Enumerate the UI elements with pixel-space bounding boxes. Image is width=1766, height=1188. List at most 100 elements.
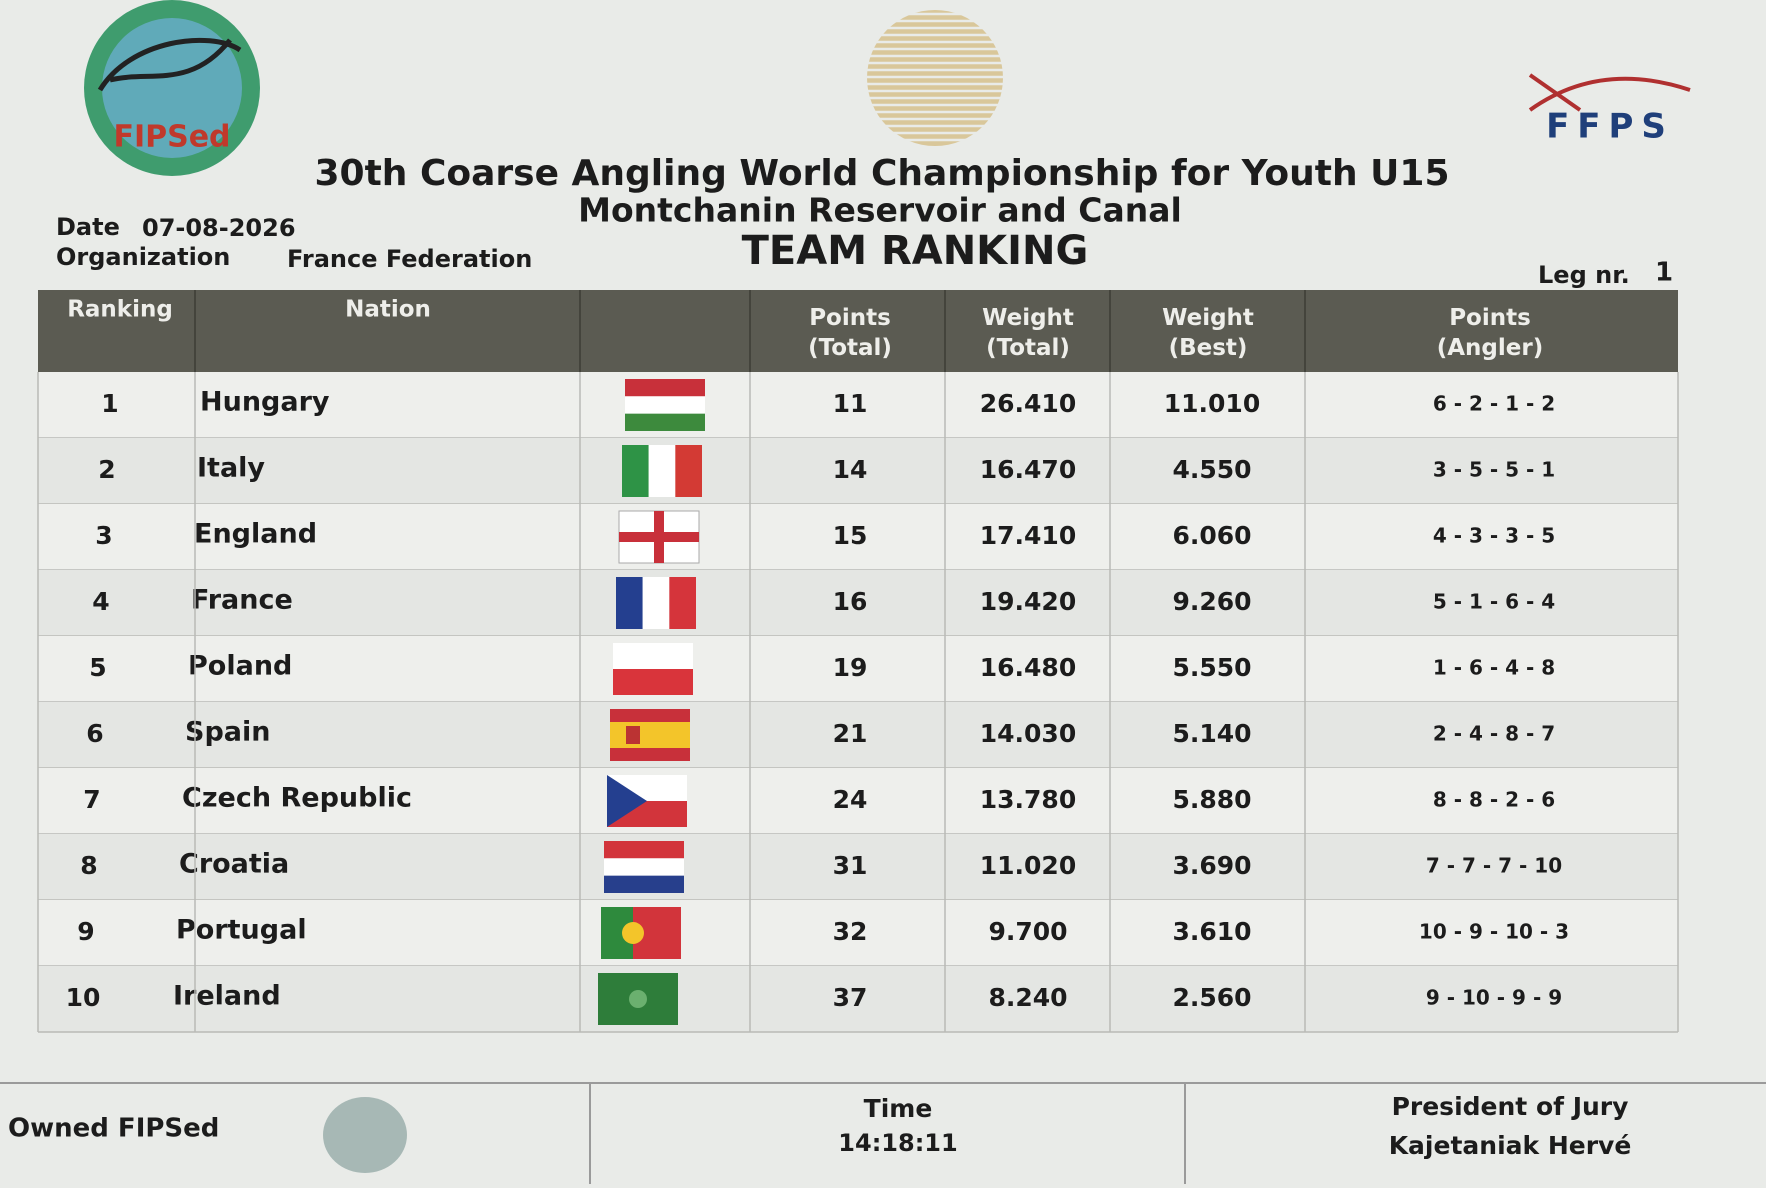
flag-stripe: [610, 722, 690, 748]
fipsed-logo: FIPSed: [84, 0, 260, 176]
points-total: 31: [833, 851, 868, 880]
points-total: 37: [833, 983, 868, 1012]
nation: England: [194, 519, 317, 550]
ranking: 4: [92, 587, 109, 616]
venue: Montchanin Reservoir and Canal: [578, 191, 1182, 230]
ranking: 6: [86, 719, 103, 748]
table-row: [38, 966, 1678, 1032]
jury-label: President of Jury: [1392, 1092, 1629, 1121]
points-angler: 8 - 8 - 2 - 6: [1433, 788, 1555, 812]
table-row: [38, 702, 1678, 768]
logo-swoosh: [1528, 73, 1691, 112]
organization: France Federation: [287, 245, 532, 273]
nation: Italy: [197, 453, 265, 484]
column-header: Nation: [345, 297, 431, 323]
points-angler: 10 - 9 - 10 - 3: [1419, 920, 1569, 944]
table-row: [38, 834, 1678, 900]
column-header: Points (Total): [808, 305, 892, 361]
ranking: 5: [89, 653, 106, 682]
date-label: Date: [56, 213, 120, 241]
ranking: 1: [101, 389, 118, 418]
points-total: 15: [833, 521, 868, 550]
points-angler: 2 - 4 - 8 - 7: [1433, 722, 1555, 746]
logo-text: FIPSed: [113, 120, 230, 155]
organization-label: Organization: [56, 243, 230, 271]
points-total: 19: [833, 653, 868, 682]
weight-total: 16.470: [980, 455, 1076, 484]
nation: Czech Republic: [182, 783, 412, 814]
flag-stripe: [642, 577, 670, 629]
weight-total: 17.410: [980, 521, 1076, 550]
table-row: [38, 900, 1678, 966]
nation: Ireland: [173, 981, 281, 1012]
subtitle: TEAM RANKING: [742, 228, 1089, 274]
nation: Portugal: [176, 915, 307, 946]
weight-best: 3.610: [1172, 917, 1251, 946]
table-row: [38, 636, 1678, 702]
owner: Owned FIPSed: [8, 1114, 219, 1144]
logo-line: [97, 37, 242, 92]
logo-sea: [102, 18, 242, 158]
points-total: 32: [833, 917, 868, 946]
jury: Kajetaniak Hervé: [1389, 1131, 1632, 1160]
flag-stripe: [616, 577, 643, 629]
ranking: 3: [95, 521, 112, 550]
points-angler: 3 - 5 - 5 - 1: [1433, 458, 1555, 482]
points-angler: 6 - 2 - 1 - 2: [1433, 392, 1555, 416]
table-row: [38, 372, 1678, 438]
weight-total: 14.030: [980, 719, 1076, 748]
weight-total: 11.020: [980, 851, 1076, 880]
weight-total: 8.240: [988, 983, 1067, 1012]
weight-total: 13.780: [980, 785, 1076, 814]
points-total: 24: [833, 785, 868, 814]
flag-triangle: [607, 775, 647, 827]
table-row: [38, 768, 1678, 834]
ranking: 2: [98, 455, 115, 484]
weight-total: 9.700: [988, 917, 1067, 946]
title: 30th Coarse Angling World Championship f…: [314, 153, 1449, 194]
time-label: Time: [864, 1094, 933, 1123]
weight-best: 6.060: [1172, 521, 1251, 550]
ffps-logo: FFPS: [1528, 73, 1691, 147]
column-header: Weight (Total): [982, 305, 1074, 361]
flag-stripe: [613, 669, 693, 695]
flag-stripe: [625, 413, 705, 431]
leg-label: Leg nr.: [1538, 261, 1630, 289]
nation: France: [191, 585, 293, 616]
weight-best: 5.140: [1172, 719, 1251, 748]
column-header: Points (Angler): [1437, 305, 1544, 361]
flag-stripe: [625, 396, 705, 414]
column-header: Ranking: [67, 297, 173, 323]
points-total: 21: [833, 719, 868, 748]
flag-stripe: [604, 875, 684, 893]
points-angler: 9 - 10 - 9 - 9: [1426, 986, 1562, 1010]
weight-best: 2.560: [1172, 983, 1251, 1012]
points-angler: 4 - 3 - 3 - 5: [1433, 524, 1555, 548]
time: 14:18:11: [838, 1129, 957, 1157]
ranking: 7: [83, 785, 100, 814]
weight-total: 19.420: [980, 587, 1076, 616]
weight-best: 3.690: [1172, 851, 1251, 880]
flag-stripe: [648, 445, 676, 497]
nation: Croatia: [179, 849, 289, 880]
ranking: 10: [66, 983, 101, 1012]
ranking: 9: [77, 917, 94, 946]
nation: Poland: [188, 651, 292, 682]
points-angler: 7 - 7 - 7 - 10: [1426, 854, 1562, 878]
flag-emblem: [626, 726, 640, 744]
ranking: 8: [80, 851, 97, 880]
weight-best: 5.550: [1172, 653, 1251, 682]
weight-best: 9.260: [1172, 587, 1251, 616]
leg: 1: [1655, 258, 1673, 288]
points-total: 16: [833, 587, 868, 616]
flag-stripe: [622, 445, 649, 497]
table-row: [38, 504, 1678, 570]
logo-text: FFPS: [1546, 107, 1674, 147]
table-header: [38, 290, 1678, 372]
nation: Hungary: [200, 387, 330, 418]
weight-total: 26.410: [980, 389, 1076, 418]
column-header: Weight (Best): [1162, 305, 1254, 361]
nation: Spain: [185, 717, 270, 748]
flag-stripe: [604, 858, 684, 876]
date: 07-08-2026: [142, 214, 296, 242]
